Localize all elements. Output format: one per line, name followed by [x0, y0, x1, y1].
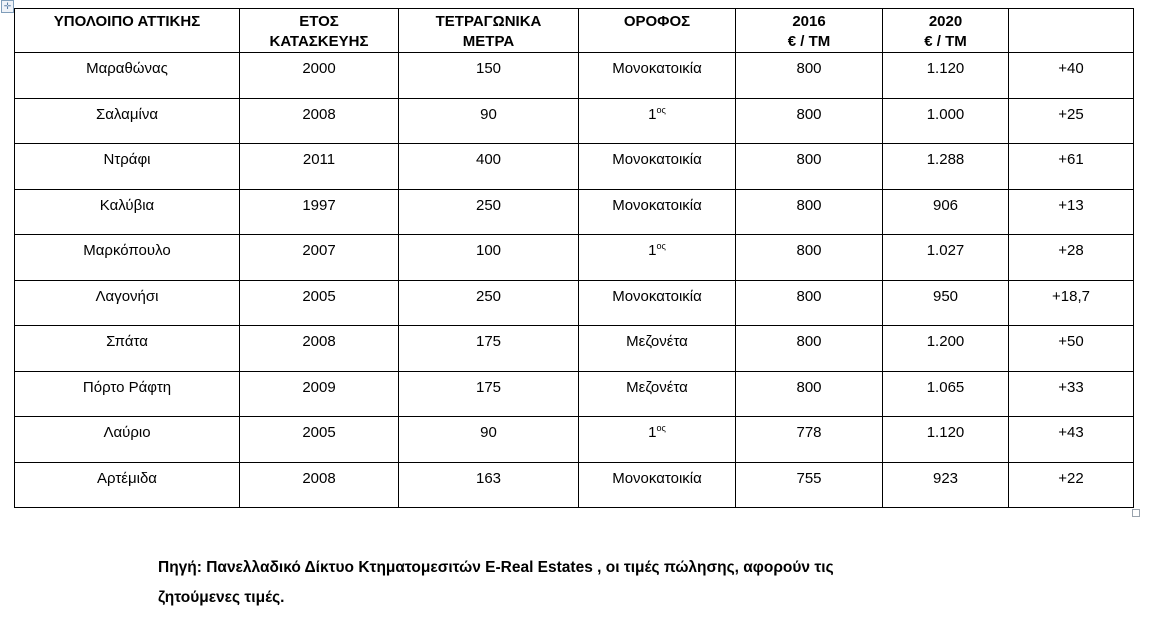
cell-year-built[interactable]: 2005 [239, 416, 399, 463]
cell-price-2020[interactable]: 1.000 [882, 97, 1009, 144]
cell-square-meters[interactable]: 250 [398, 188, 579, 235]
table-row: Πόρτο Ράφτη 2009 175 Μεζονέτα 800 1.065 +33 [14, 370, 1134, 417]
cell-change-pct[interactable]: +22 [1008, 461, 1134, 508]
cell-change-pct[interactable]: +33 [1008, 370, 1134, 417]
table-row: Μαρκόπουλο 2007 100 1ος 800 1.027 +28 [14, 234, 1134, 281]
cell-price-2020[interactable]: 1.288 [882, 143, 1009, 190]
cell-price-2020[interactable]: 1.200 [882, 325, 1009, 372]
cell-area[interactable]: Αρτέμιδα [14, 461, 240, 508]
cell-square-meters[interactable]: 90 [398, 416, 579, 463]
cell-price-2016[interactable]: 800 [735, 279, 883, 326]
header-row: ΥΠΟΛΟΙΠΟ ΑΤΤΙΚΗΣ ΕΤΟΣ ΚΑΤΑΣΚΕΥΗΣ ΤΕΤΡΑΓΩΝΙ… [14, 8, 1134, 53]
floor-ordinal-superscript: ος [656, 423, 666, 433]
cell-price-2016[interactable]: 800 [735, 52, 883, 99]
cell-area[interactable]: Πόρτο Ράφτη [14, 370, 240, 417]
cell-square-meters[interactable]: 175 [398, 370, 579, 417]
cell-change-pct[interactable]: +18,7 [1008, 279, 1134, 326]
cell-change-pct[interactable]: +43 [1008, 416, 1134, 463]
cell-floor[interactable]: Μονοκατοικία [578, 52, 736, 99]
cell-floor[interactable]: Μεζονέτα [578, 325, 736, 372]
table-row: Λαύριο 2005 90 1ος 778 1.120 +43 [14, 416, 1134, 463]
floor-ordinal-superscript: ος [656, 104, 666, 115]
cell-area[interactable]: Καλύβια [14, 188, 240, 235]
column-header-price-2020[interactable]: 2020 € / ΤΜ [882, 8, 1009, 53]
cell-year-built[interactable]: 1997 [239, 188, 399, 235]
cell-square-meters[interactable]: 100 [398, 234, 579, 281]
cell-price-2020[interactable]: 906 [882, 188, 1009, 235]
cell-square-meters[interactable]: 400 [398, 143, 579, 190]
cell-square-meters[interactable]: 250 [398, 279, 579, 326]
cell-area[interactable]: Λαύριο [14, 416, 240, 463]
table-row: Λαγονήσι 2005 250 Μονοκατοικία 800 950 +18,7 [14, 279, 1134, 326]
cell-year-built[interactable]: 2008 [239, 97, 399, 144]
table-row: Σαλαμίνα 2008 90 1ος 800 1.000 +25 [14, 97, 1134, 144]
column-header-change-pct[interactable] [1008, 8, 1134, 53]
cell-change-pct[interactable]: +25 [1008, 97, 1134, 144]
column-header-floor[interactable]: ΟΡΟΦΟΣ [578, 8, 736, 53]
cell-area[interactable]: Μαρκόπουλο [14, 234, 240, 281]
cell-year-built[interactable]: 2008 [239, 461, 399, 508]
cell-price-2016[interactable]: 800 [735, 370, 883, 417]
table-row: Αρτέμιδα 2008 163 Μονοκατοικία 755 923 +22 [14, 461, 1134, 508]
table-header: ΥΠΟΛΟΙΠΟ ΑΤΤΙΚΗΣ ΕΤΟΣ ΚΑΤΑΣΚΕΥΗΣ ΤΕΤΡΑΓΩΝΙ… [14, 8, 1134, 53]
table-row: Ντράφι 2011 400 Μονοκατοικία 800 1.288 +61 [14, 143, 1134, 190]
cell-price-2020[interactable]: 1.120 [882, 416, 1009, 463]
cell-floor[interactable]: Μονοκατοικία [578, 461, 736, 508]
table-row: Καλύβια 1997 250 Μονοκατοικία 800 906 +13 [14, 188, 1134, 235]
cell-square-meters[interactable]: 175 [398, 325, 579, 372]
cell-price-2020[interactable]: 950 [882, 279, 1009, 326]
cell-price-2016[interactable]: 800 [735, 97, 883, 144]
cell-price-2020[interactable]: 923 [882, 461, 1009, 508]
cell-price-2016[interactable]: 800 [735, 325, 883, 372]
cell-change-pct[interactable]: +50 [1008, 325, 1134, 372]
table-row: Σπάτα 2008 175 Μεζονέτα 800 1.200 +50 [14, 325, 1134, 372]
cell-year-built[interactable]: 2008 [239, 325, 399, 372]
cell-change-pct[interactable]: +28 [1008, 234, 1134, 281]
cell-floor[interactable]: 1ος [578, 97, 736, 144]
cell-floor[interactable]: Μονοκατοικία [578, 188, 736, 235]
table-row: Μαραθώνας 2000 150 Μονοκατοικία 800 1.120 +40 [14, 52, 1134, 99]
cell-price-2020[interactable]: 1.027 [882, 234, 1009, 281]
column-header-year-built[interactable]: ΕΤΟΣ ΚΑΤΑΣΚΕΥΗΣ [239, 8, 399, 53]
property-price-table: ΥΠΟΛΟΙΠΟ ΑΤΤΙΚΗΣ ΕΤΟΣ ΚΑΤΑΣΚΕΥΗΣ ΤΕΤΡΑΓΩΝΙ… [14, 8, 1134, 508]
column-header-price-2016[interactable]: 2016 € / ΤΜ [735, 8, 883, 53]
cell-year-built[interactable]: 2007 [239, 234, 399, 281]
cell-price-2020[interactable]: 1.120 [882, 52, 1009, 99]
cell-price-2016[interactable]: 800 [735, 234, 883, 281]
cell-square-meters[interactable]: 90 [398, 97, 579, 144]
cell-area[interactable]: Λαγονήσι [14, 279, 240, 326]
cell-floor[interactable]: Μεζονέτα [578, 370, 736, 417]
cell-year-built[interactable]: 2005 [239, 279, 399, 326]
cell-price-2016[interactable]: 800 [735, 188, 883, 235]
cell-year-built[interactable]: 2011 [239, 143, 399, 190]
table-resize-handle[interactable] [1132, 509, 1140, 517]
cell-area[interactable]: Σαλαμίνα [14, 97, 240, 144]
table-move-handle-icon[interactable]: ✛ [1, 0, 14, 13]
cell-change-pct[interactable]: +13 [1008, 188, 1134, 235]
cell-square-meters[interactable]: 163 [398, 461, 579, 508]
floor-ordinal-superscript: ος [656, 241, 666, 251]
cell-floor[interactable]: 1ος [578, 416, 736, 463]
table-body: Μαραθώνας 2000 150 Μονοκατοικία 800 1.120 +40 Σ… [14, 52, 1134, 508]
cell-price-2016[interactable]: 800 [735, 143, 883, 190]
cell-year-built[interactable]: 2009 [239, 370, 399, 417]
column-header-square-meters[interactable]: ΤΕΤΡΑΓΩΝΙΚΑ ΜΕΤΡΑ [398, 8, 579, 53]
cell-floor[interactable]: 1ος [578, 234, 736, 281]
cell-change-pct[interactable]: +61 [1008, 143, 1134, 190]
cell-price-2016[interactable]: 755 [735, 461, 883, 508]
cell-floor[interactable]: Μονοκατοικία [578, 279, 736, 326]
cell-square-meters[interactable]: 150 [398, 52, 579, 99]
cell-area[interactable]: Σπάτα [14, 325, 240, 372]
cell-area[interactable]: Μαραθώνας [14, 52, 240, 99]
column-header-area[interactable]: ΥΠΟΛΟΙΠΟ ΑΤΤΙΚΗΣ [14, 8, 240, 53]
cell-change-pct[interactable]: +40 [1008, 52, 1134, 99]
source-footnote[interactable]: Πηγή: Πανελλαδικό Δίκτυο Κτηματομεσιτών … [158, 559, 834, 606]
cell-year-built[interactable]: 2000 [239, 52, 399, 99]
cell-area[interactable]: Ντράφι [14, 143, 240, 190]
cell-price-2020[interactable]: 1.065 [882, 370, 1009, 417]
cell-floor[interactable]: Μονοκατοικία [578, 143, 736, 190]
cell-price-2016[interactable]: 778 [735, 416, 883, 463]
